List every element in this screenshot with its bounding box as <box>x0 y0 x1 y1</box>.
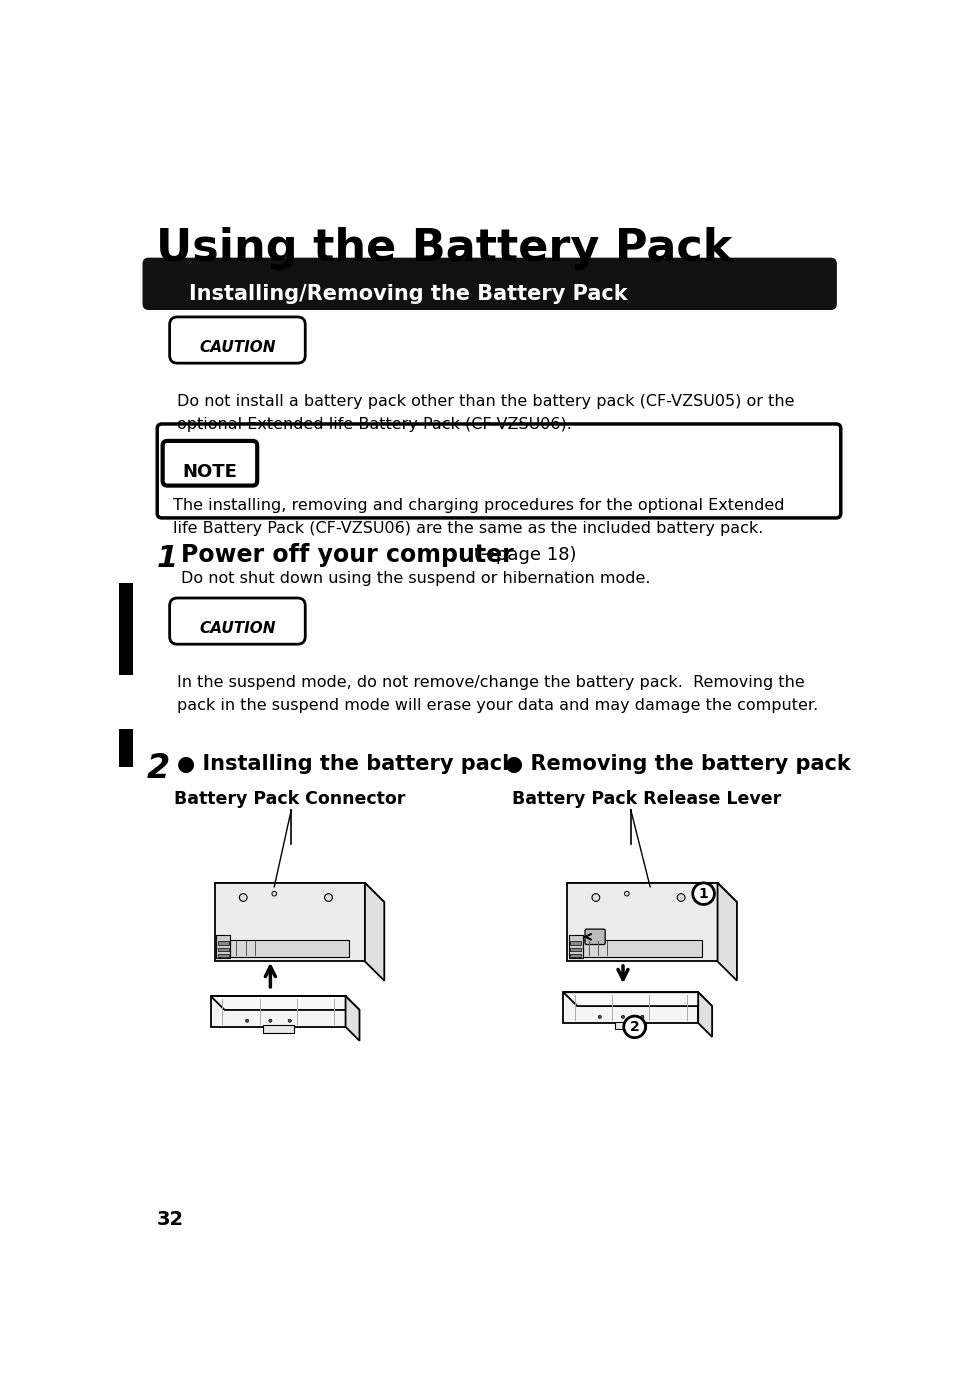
Bar <box>570 954 580 956</box>
Text: CAUTION: CAUTION <box>199 341 275 354</box>
Text: CAUTION: CAUTION <box>199 621 275 637</box>
Text: ● Installing the battery pack: ● Installing the battery pack <box>177 753 516 774</box>
Text: Installing/Removing the Battery Pack: Installing/Removing the Battery Pack <box>189 284 627 304</box>
Polygon shape <box>717 883 736 981</box>
Bar <box>582 940 701 956</box>
Polygon shape <box>365 883 384 981</box>
Polygon shape <box>567 883 717 962</box>
Circle shape <box>640 1015 643 1019</box>
Bar <box>570 948 580 951</box>
Circle shape <box>598 1015 600 1019</box>
Polygon shape <box>562 992 698 1023</box>
FancyBboxPatch shape <box>157 424 840 518</box>
Polygon shape <box>345 997 359 1041</box>
Text: 2: 2 <box>629 1020 639 1034</box>
Bar <box>216 935 230 958</box>
Circle shape <box>272 891 276 897</box>
Circle shape <box>324 894 332 901</box>
FancyBboxPatch shape <box>170 598 305 644</box>
Circle shape <box>623 1016 645 1038</box>
Text: In the suspend mode, do not remove/change the battery pack.  Removing the
pack i: In the suspend mode, do not remove/chang… <box>177 676 818 713</box>
FancyBboxPatch shape <box>584 929 604 944</box>
FancyBboxPatch shape <box>162 441 257 485</box>
Polygon shape <box>698 992 711 1037</box>
Text: 1: 1 <box>156 543 177 573</box>
Circle shape <box>620 1015 624 1019</box>
Text: 2: 2 <box>146 752 170 785</box>
Text: Battery Pack Connector: Battery Pack Connector <box>173 791 405 809</box>
Bar <box>217 954 229 956</box>
Text: (→page 18): (→page 18) <box>468 546 576 563</box>
Polygon shape <box>567 883 736 902</box>
Text: Using the Battery Pack: Using the Battery Pack <box>156 227 732 270</box>
Circle shape <box>269 1019 272 1022</box>
FancyBboxPatch shape <box>170 317 305 363</box>
Bar <box>570 941 580 944</box>
Text: 1: 1 <box>698 887 708 901</box>
Text: Battery Pack Release Lever: Battery Pack Release Lever <box>511 791 781 809</box>
Polygon shape <box>214 883 365 962</box>
Polygon shape <box>211 997 345 1027</box>
Text: NOTE: NOTE <box>182 463 237 481</box>
Text: 32: 32 <box>156 1211 183 1229</box>
Bar <box>568 935 582 958</box>
Bar <box>217 941 229 944</box>
Bar <box>230 940 349 956</box>
Circle shape <box>624 891 629 897</box>
Bar <box>119 582 133 676</box>
Circle shape <box>692 883 714 905</box>
Bar <box>217 948 229 951</box>
Circle shape <box>592 894 599 901</box>
Text: Do not install a battery pack other than the battery pack (CF-VZSU05) or the
opt: Do not install a battery pack other than… <box>177 393 794 432</box>
Circle shape <box>239 894 247 901</box>
Text: The installing, removing and charging procedures for the optional Extended
life : The installing, removing and charging pr… <box>173 498 784 537</box>
Text: Power off your computer: Power off your computer <box>181 542 514 567</box>
Bar <box>119 728 133 767</box>
Polygon shape <box>211 997 359 1011</box>
Text: ● Removing the battery pack: ● Removing the battery pack <box>505 753 850 774</box>
Circle shape <box>245 1019 249 1022</box>
Circle shape <box>677 894 684 901</box>
Text: Do not shut down using the suspend or hibernation mode.: Do not shut down using the suspend or hi… <box>181 571 650 587</box>
Bar <box>262 1026 294 1033</box>
Bar <box>615 1022 645 1029</box>
Circle shape <box>288 1019 291 1022</box>
FancyBboxPatch shape <box>142 257 836 310</box>
Polygon shape <box>214 883 384 902</box>
Polygon shape <box>562 992 711 1006</box>
